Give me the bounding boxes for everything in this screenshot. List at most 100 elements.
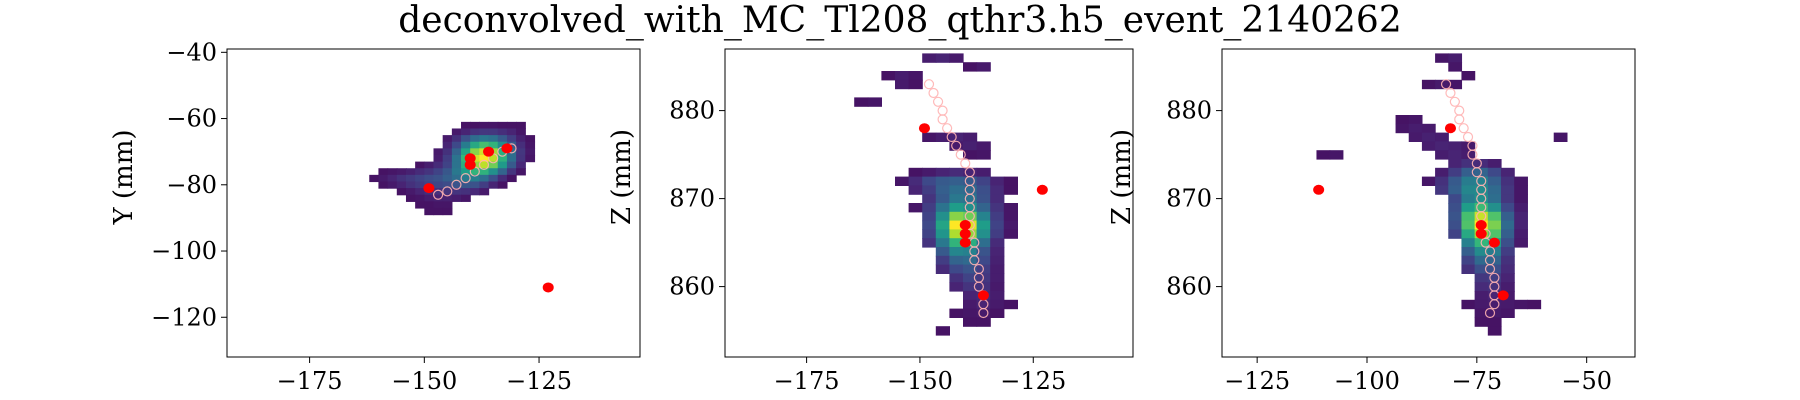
deposit-point [423,183,435,194]
heatmap-cell [461,128,471,136]
heatmap-cell [976,299,991,310]
heatmap-cell [415,194,425,202]
heatmap-cell [1461,264,1476,274]
heatmap-cell [451,141,462,149]
heatmap-cell [488,121,499,130]
heatmap-cell [442,148,453,156]
heatmap-cell [1003,185,1018,195]
heatmap-cell [963,282,978,292]
heatmap-cell [963,273,978,283]
heatmap-cell [488,174,499,183]
heatmap-cell [1316,150,1331,160]
heatmap-cell [424,201,435,209]
heatmap-cell [405,168,416,176]
heatmap-cell [1500,229,1515,239]
heatmap-cell [1435,176,1449,186]
heatmap-cell [433,194,444,202]
heatmap-cell [1500,203,1515,213]
heatmap-cell [479,154,490,163]
heatmap-cell [963,291,978,301]
heatmap-cell [1487,273,1502,283]
heatmap-cell [963,211,978,222]
heatmap-cell [1395,115,1410,125]
heatmap-cell [1487,167,1502,178]
heatmap-cell [1500,176,1515,186]
mc-track-point [478,159,490,171]
heatmap-cell [963,203,978,213]
heatmap-cell [1474,273,1489,283]
heatmap-cell [1003,176,1018,186]
y-tick-label: −120 [151,303,217,331]
heatmap-cell [1487,203,1502,213]
heatmap-cell [935,220,950,230]
mc-track-point [1489,299,1500,310]
heatmap-cell [479,135,490,143]
heatmap-cell [1461,167,1476,178]
heatmap-cell [497,161,508,169]
heatmap-cell [1461,71,1476,81]
x-tick-label: −150 [391,367,457,395]
heatmap-cell [461,148,471,156]
heatmap-cell [470,168,480,176]
heatmap-cell [990,176,1005,186]
heatmap-cell [442,174,453,183]
heatmap-cell [479,188,490,196]
heatmap-cell [1514,203,1528,213]
mc-track-point [1462,131,1474,143]
heatmap-cell [1474,194,1489,204]
deposit-point [542,282,554,293]
heatmap-cell [1487,291,1502,301]
heatmap-cell [1487,229,1502,239]
heatmap-cell [1487,220,1502,230]
heatmap-cell [976,194,991,204]
heatmap-cell [433,207,444,216]
heatmap-cell [1421,132,1436,142]
heatmap-cell [415,161,425,169]
mc-track-point [1458,123,1469,134]
mc-track-point [432,189,444,200]
heatmap-cell [1461,299,1476,310]
heatmap-cell [415,201,425,209]
deposit-point [1036,184,1048,195]
heatmap-cell [1461,255,1476,266]
heatmap-cell [488,141,499,149]
heatmap-cell [424,194,435,202]
heatmap-cell [1487,326,1502,336]
heatmap-cell [1448,79,1463,90]
y-axis-label: Z (mm) [607,129,637,225]
heatmap-cell [1448,159,1463,169]
heatmap-cell [1514,176,1528,186]
heatmap-cell [470,141,480,149]
heatmap-cell [451,188,462,196]
heatmap-cell [488,135,499,143]
heatmap-cell [1421,141,1436,151]
deposit-point [959,220,971,230]
heatmap-cell [1461,185,1476,195]
heatmap-cell [451,174,462,183]
heatmap-cell [479,168,490,176]
heatmap-cell [506,128,517,136]
heatmap-cell [1003,229,1018,239]
heatmap-cell [1500,220,1515,230]
mc-track-point [451,179,462,190]
heatmap-cell [1448,53,1463,63]
heatmap-cell [1487,176,1502,186]
heatmap-cell [990,185,1005,195]
heatmap-cell [990,194,1005,204]
x-tick-label: −75 [1452,367,1503,395]
heatmap-cell [479,181,490,189]
heatmap-cell [1474,282,1489,292]
y-tick-label: 870 [669,185,715,213]
heatmap-cell [479,128,490,136]
heatmap-cell [1474,291,1489,301]
heatmap-cell [1500,194,1515,204]
panel-xz: Z (mm) −175 −150 −125 880 870 860 [607,48,1134,395]
heatmap-cell [949,53,964,63]
heatmap-cell [1435,132,1449,142]
heatmap-cell [990,247,1005,257]
heatmap-cell [488,168,499,176]
heatmap-cell [378,174,389,183]
heatmap-cell [1514,211,1528,222]
heatmap-cell [1461,220,1476,230]
